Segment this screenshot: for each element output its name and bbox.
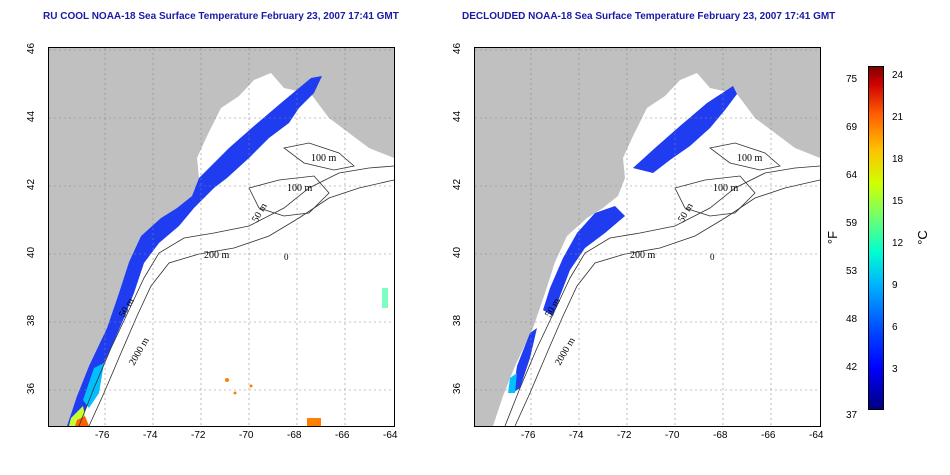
land-mass (475, 48, 820, 426)
sst-speck (307, 418, 321, 426)
colorbar-celsius-tick: 18 (892, 154, 904, 165)
sst-coastal-band (67, 76, 322, 426)
lon-tick-label: -70 (239, 430, 254, 441)
nova-scotia-land (311, 56, 394, 130)
map-grid (49, 48, 394, 426)
lat-tick-label: 44 (452, 110, 464, 123)
lon-tick-label: -66 (761, 430, 776, 441)
sst-warm-patch (508, 373, 517, 393)
contour-line (709, 142, 781, 171)
contour-label: 50 m (676, 201, 696, 224)
contour-line (283, 142, 355, 171)
colorbar-celsius-tick: 21 (892, 112, 904, 123)
lat-tick-label: 36 (26, 382, 38, 395)
contour-label: 100 m (737, 153, 763, 164)
contour-label: 100 m (311, 153, 337, 164)
sst-speck (233, 391, 237, 395)
lat-tick-label: 36 (452, 382, 464, 395)
lat-tick-label: 40 (26, 246, 38, 259)
sst-speck (382, 288, 388, 308)
lon-tick-label: -72 (617, 430, 632, 441)
left-sst-map: 100 m 100 m 50 m 200 m 50 m 2000 m 0 (48, 47, 395, 427)
lon-tick-label: -68 (287, 430, 302, 441)
colorbar-celsius-tick: 12 (892, 238, 904, 249)
nova-scotia-land (737, 56, 820, 130)
contour-label: 100 m (287, 183, 313, 194)
lat-tick-label: 38 (452, 314, 464, 327)
map-grid (475, 48, 820, 426)
colorbar-celsius-tick: 15 (892, 196, 904, 207)
sst-speck (249, 384, 253, 388)
land-mass (49, 48, 394, 426)
colorbar-fahrenheit-tick: 37 (846, 410, 858, 421)
contour-label: 200 m (630, 250, 656, 261)
lon-tick-label: -72 (191, 430, 206, 441)
lat-tick-label: 40 (452, 246, 464, 259)
contour-line (248, 175, 330, 217)
colorbar-celsius-label: °C (914, 230, 930, 245)
colorbar (868, 66, 884, 410)
contour-line (504, 165, 820, 426)
sst-hot-spot (75, 416, 89, 426)
lon-tick-label: -68 (713, 430, 728, 441)
contour-label: 50 m (250, 201, 270, 224)
lon-tick-label: -76 (95, 430, 110, 441)
colorbar-celsius-tick: 24 (892, 70, 904, 81)
lon-tick-label: -74 (143, 430, 158, 441)
contour-label: 200 m (204, 250, 230, 261)
contour-label: 2000 m (553, 336, 578, 368)
right-map-canvas: 100 m 100 m 50 m 200 m 50 m 2000 m 0 (475, 48, 820, 426)
sst-coastal-band (633, 86, 737, 173)
lat-tick-label: 46 (452, 42, 464, 55)
lon-tick-label: -64 (383, 430, 398, 441)
lon-tick-label: -74 (569, 430, 584, 441)
lon-tick-label: -64 (809, 430, 824, 441)
sst-coastal-band (543, 206, 625, 316)
sst-speck (225, 378, 229, 382)
lon-tick-label: -66 (335, 430, 350, 441)
contour-line (674, 175, 756, 217)
contour-line (78, 165, 394, 426)
colorbar-celsius-tick: 6 (892, 322, 898, 333)
contour-label: 100 m (713, 183, 739, 194)
right-map-title: DECLOUDED NOAA-18 Sea Surface Temperatur… (462, 11, 836, 22)
lat-tick-label: 44 (26, 110, 38, 123)
contour-label: 0 (710, 252, 715, 262)
left-map-title: RU COOL NOAA-18 Sea Surface Temperature … (43, 11, 399, 22)
colorbar-celsius-tick: 9 (892, 280, 898, 291)
lat-tick-label: 42 (26, 178, 38, 191)
colorbar-fahrenheit-tick: 59 (846, 218, 858, 229)
colorbar-fahrenheit-label: °F (825, 230, 841, 245)
colorbar-fahrenheit-tick: 69 (846, 122, 858, 133)
colorbar-fahrenheit-tick: 75 (846, 74, 858, 85)
colorbar-celsius-tick: 3 (892, 364, 898, 375)
right-sst-map: 100 m 100 m 50 m 200 m 50 m 2000 m 0 (474, 47, 821, 427)
lon-tick-label: -70 (665, 430, 680, 441)
colorbar-fahrenheit-tick: 48 (846, 314, 858, 325)
lon-tick-label: -76 (521, 430, 536, 441)
contour-label: 2000 m (127, 336, 152, 368)
sst-warm-patch (83, 363, 104, 408)
lat-tick-label: 46 (26, 42, 38, 55)
lat-tick-label: 42 (452, 178, 464, 191)
colorbar-fahrenheit-tick: 42 (846, 362, 858, 373)
colorbar-fahrenheit-tick: 53 (846, 266, 858, 277)
contour-label: 0 (284, 252, 289, 262)
left-map-canvas: 100 m 100 m 50 m 200 m 50 m 2000 m 0 (49, 48, 394, 426)
colorbar-fahrenheit-tick: 64 (846, 170, 858, 181)
lat-tick-label: 38 (26, 314, 38, 327)
